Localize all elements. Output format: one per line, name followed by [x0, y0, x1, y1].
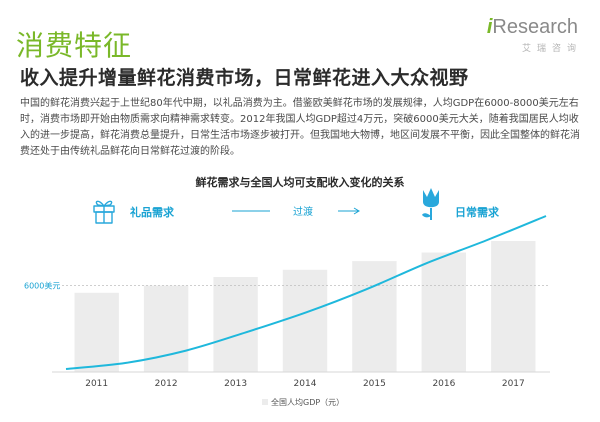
brand-subtitle: 艾瑞咨询 — [521, 44, 582, 54]
chart-title: 鲜花需求与全国人均可支配收入变化的关系 — [196, 175, 405, 189]
gift-icon — [93, 200, 115, 224]
bar-2016 — [421, 252, 466, 372]
x-tick-2013: 2013 — [224, 379, 247, 389]
bar-2014 — [282, 269, 328, 372]
x-tick-2012: 2012 — [155, 379, 178, 389]
brand-name: Research — [492, 16, 578, 38]
description: 中国的鲜花消费兴起于上世纪80年代中期，以礼品消费为主。借鉴欧美鲜花市场的发展规… — [20, 98, 580, 157]
legend-swatch — [262, 399, 268, 405]
legend-label: 全国人均GDP（元） — [271, 397, 344, 407]
brand-logo: iResearch 艾瑞咨询 — [487, 16, 578, 54]
bar-2015 — [352, 261, 397, 372]
x-tick-2015: 2015 — [363, 379, 386, 389]
reference-label: 6000美元 — [24, 281, 60, 291]
chart-legend: 全国人均GDP（元） — [262, 397, 344, 407]
gift-stage-label: 礼品需求 — [130, 205, 175, 219]
x-tick-2017: 2017 — [502, 379, 525, 389]
tulip-icon — [422, 188, 439, 220]
bars-layer — [74, 241, 536, 372]
arrow-right-icon — [338, 207, 360, 215]
daily-stage-label: 日常需求 — [455, 205, 500, 219]
section-title: 消费特征 — [16, 29, 133, 62]
x-tick-2016: 2016 — [432, 379, 455, 389]
x-tick-2014: 2014 — [294, 379, 317, 389]
brand-wordmark: iResearch — [487, 16, 578, 39]
bar-2013 — [213, 277, 258, 372]
x-tick-2011: 2011 — [85, 379, 108, 389]
bar-2011 — [74, 292, 119, 372]
headline: 收入提升增量鲜花消费市场，日常鲜花进入大众视野 — [20, 67, 469, 89]
brand-i: i — [486, 16, 493, 38]
transition-label: 过渡 — [293, 205, 313, 218]
bar-2017 — [491, 241, 536, 372]
x-axis-ticks: 2011 2012 2013 2014 2015 2016 2017 — [85, 379, 525, 389]
trend-line — [65, 215, 547, 370]
